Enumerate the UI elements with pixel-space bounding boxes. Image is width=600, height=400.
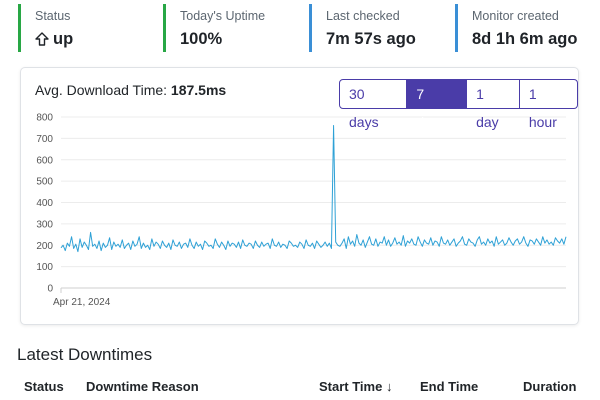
stat-label: Monitor created xyxy=(472,9,559,23)
avg-label: Avg. Download Time: xyxy=(35,82,168,98)
range-selector: 30 days 7 days 1 day 1 hour xyxy=(339,79,578,130)
section-title: Latest Downtimes xyxy=(17,345,153,364)
column-header-end-time[interactable]: End Time xyxy=(420,379,479,394)
stat-label: Today's Uptime xyxy=(180,9,266,23)
y-tick-label: 500 xyxy=(36,177,53,188)
download-time-card: 0 100 200 300 400 500 600 700 800 Apr 21, 2024 Av… xyxy=(20,67,579,325)
y-tick-label: 600 xyxy=(36,155,53,166)
y-tick-label: 700 xyxy=(36,134,53,145)
column-header-status[interactable]: Status xyxy=(24,379,64,394)
monitor-created-value: 8d 1h 6m ago xyxy=(472,30,578,48)
stats-row: Status up Today's Uptime 100% Last check… xyxy=(0,0,600,56)
stat-label: Status xyxy=(35,9,71,23)
column-header-start-time[interactable]: Start Time ↓ xyxy=(319,379,393,394)
y-tick-label: 300 xyxy=(36,219,53,230)
column-header-duration[interactable]: Duration xyxy=(523,379,577,394)
column-header-reason[interactable]: Downtime Reason xyxy=(86,379,199,394)
series-line xyxy=(60,125,567,253)
avg-value: 187.5ms xyxy=(170,82,227,98)
range-button-1-day[interactable]: 1 day xyxy=(467,79,520,130)
last-checked-value: 7m 57s ago xyxy=(326,30,416,48)
uptime-value: 100% xyxy=(180,30,223,48)
y-tick-label: 200 xyxy=(36,241,53,252)
x-tick-label: Apr 21, 2024 xyxy=(53,297,111,308)
stat-label: Last checked xyxy=(326,9,400,23)
status-value: up xyxy=(53,30,74,48)
y-tick-label: 0 xyxy=(47,284,53,295)
stat-monitor-created: Monitor created 8d 1h 6m ago xyxy=(455,4,577,52)
avg-download-time: Avg. Download Time: 187.5ms xyxy=(35,82,226,98)
arrow-up-icon xyxy=(35,32,49,46)
range-button-7-days[interactable]: 7 days xyxy=(407,79,468,130)
stat-uptime: Today's Uptime 100% xyxy=(163,4,265,52)
stat-value: up xyxy=(35,28,73,50)
downtimes-table-header: Status Downtime Reason Start Time ↓ End … xyxy=(0,379,600,399)
range-button-30-days[interactable]: 30 days xyxy=(339,79,408,130)
download-time-chart: 0 100 200 300 400 500 600 700 800 Apr 21, 2024 xyxy=(36,113,567,308)
stat-last-checked: Last checked 7m 57s ago xyxy=(309,4,416,52)
range-button-1-hour[interactable]: 1 hour xyxy=(519,79,578,130)
y-tick-label: 100 xyxy=(36,262,53,273)
y-tick-label: 800 xyxy=(36,113,53,124)
y-tick-label: 400 xyxy=(36,198,53,209)
stat-status: Status up xyxy=(18,4,73,52)
